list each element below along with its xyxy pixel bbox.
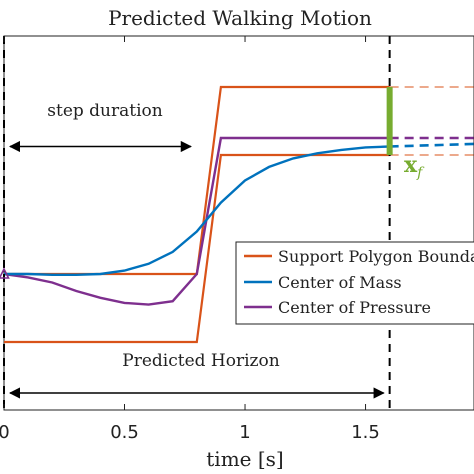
chart-title: Predicted Walking Motion — [108, 6, 372, 30]
x-tick-label: 0.5 — [110, 422, 139, 443]
center-of-pressure-line — [3, 136, 390, 306]
x-tick-label: 0 — [0, 422, 10, 443]
x-tick-label: 1 — [239, 422, 250, 443]
legend-label-cop: Center of Pressure — [278, 298, 431, 317]
legend-label-com: Center of Mass — [278, 273, 402, 292]
legend: Support Polygon Boundary Center of Mass … — [235, 241, 474, 325]
legend-label-support: Support Polygon Boundary — [278, 247, 474, 266]
predicted-horizon-label: Predicted Horizon — [122, 351, 279, 371]
x-axis-label: time [s] — [206, 447, 283, 471]
start-marker — [0, 267, 10, 279]
legend-box — [235, 241, 474, 325]
final-state-label: xf — [404, 152, 425, 181]
com-extension — [389, 142, 474, 148]
center-of-mass-line — [4, 145, 390, 276]
step-duration-label: step duration — [47, 101, 162, 121]
x-tick-label: 1.5 — [351, 422, 380, 443]
